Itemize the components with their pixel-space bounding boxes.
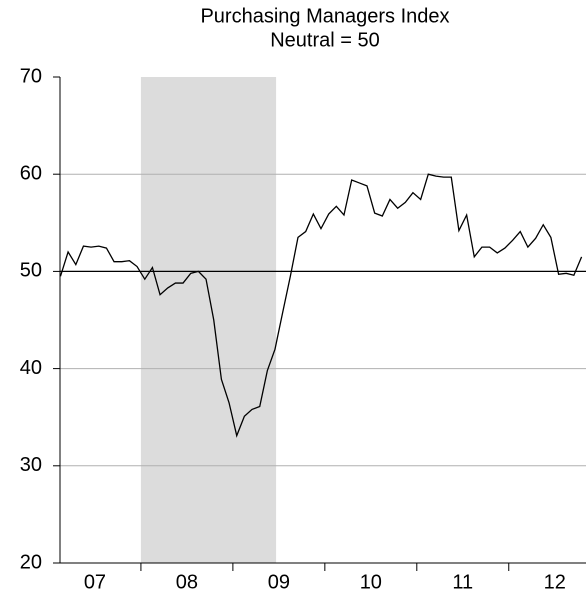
x-tick-label: 07 [84,571,106,593]
y-tick-label: 20 [20,551,42,573]
x-tick-label: 10 [360,571,382,593]
x-tick-label: 08 [176,571,198,593]
y-tick-label: 70 [20,65,42,87]
shaded-span [140,77,277,563]
chart-subtitle: Neutral = 50 [270,29,380,51]
y-tick-label: 30 [20,454,42,476]
x-tick-label: 11 [452,571,473,593]
y-tick-label: 60 [20,162,42,184]
chart-title: Purchasing Managers Index [200,5,449,27]
y-tick-label: 40 [20,357,42,379]
series-line [59,173,583,438]
x-tick-label: 12 [544,571,566,593]
x-tick-label: 09 [268,571,290,593]
y-tick-label: 50 [20,260,42,282]
